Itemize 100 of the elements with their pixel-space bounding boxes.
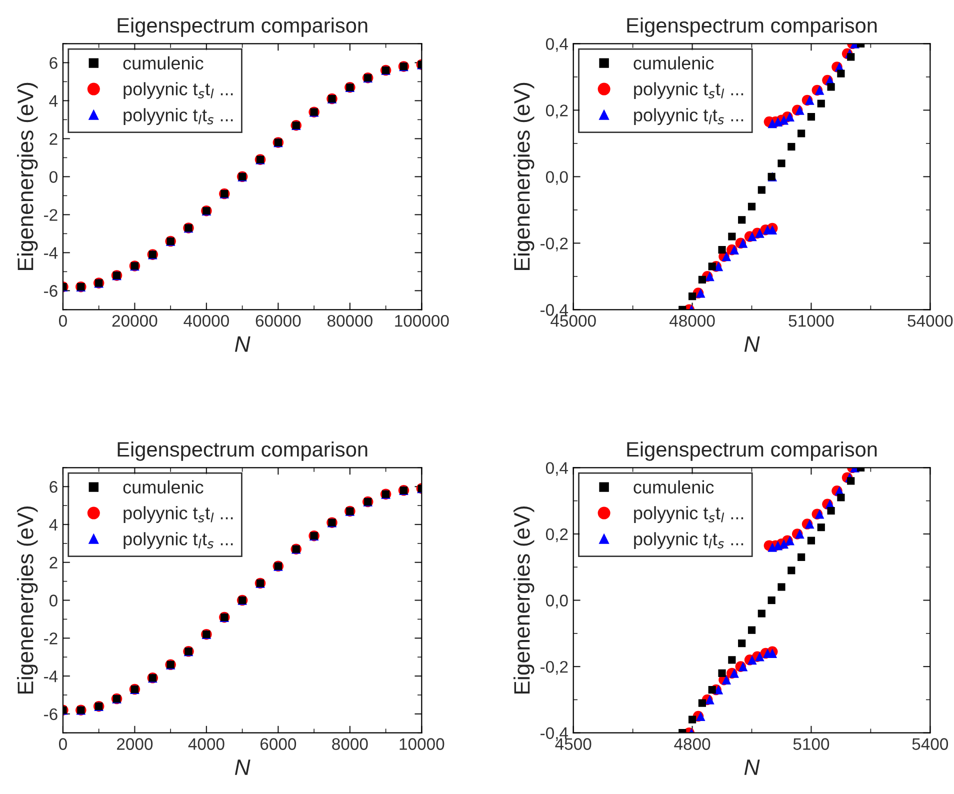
x-axis-title: N bbox=[744, 760, 760, 775]
y-tick-label: -6 bbox=[44, 708, 58, 720]
point bbox=[755, 228, 764, 238]
legend-label: polyynic t$_{s}$t$_{l}$ ... bbox=[124, 82, 233, 99]
y-tick-label: 0,2 bbox=[546, 528, 568, 542]
point bbox=[817, 524, 825, 532]
y-tick-label: 4 bbox=[49, 95, 58, 107]
legend-label: polyynic t$_{s}$t$_{l}$ ... bbox=[124, 506, 233, 523]
y-tick-label: -6 bbox=[44, 285, 58, 297]
y-tick-label: 6 bbox=[50, 481, 58, 493]
point bbox=[748, 202, 756, 210]
point bbox=[795, 106, 804, 115]
x-tick-label: 4800 bbox=[674, 738, 710, 750]
point bbox=[714, 685, 724, 694]
x-tick-label: 10000 bbox=[400, 738, 444, 750]
x-tick-label: 54000 bbox=[908, 314, 953, 327]
point bbox=[788, 566, 796, 574]
chart-title: Eigenspectrum comparison bbox=[118, 17, 368, 37]
point bbox=[705, 695, 714, 704]
y-tick-label: 0 bbox=[49, 171, 58, 183]
point bbox=[804, 519, 814, 529]
y-tick-label: 0,4 bbox=[546, 38, 568, 52]
x-tick-label: 40000 bbox=[184, 314, 229, 327]
x-tick-label: 5400 bbox=[912, 738, 948, 750]
point bbox=[688, 716, 696, 724]
y-axis-title: Eigenenergies (eV) bbox=[514, 506, 534, 694]
y-tick-label: 0,0 bbox=[546, 594, 568, 608]
point bbox=[788, 142, 796, 151]
legend-label: cumulenic bbox=[634, 480, 714, 494]
point bbox=[778, 160, 786, 168]
point bbox=[758, 610, 766, 618]
x-tick-label: 2000 bbox=[117, 738, 153, 750]
point bbox=[785, 112, 794, 122]
x-tick-label: 60000 bbox=[256, 314, 301, 327]
point bbox=[748, 626, 756, 634]
y-tick-label: 0 bbox=[49, 594, 58, 606]
legend-label: polyynic t$_{l}$t$_{s}$ ... bbox=[634, 532, 744, 549]
point bbox=[827, 506, 835, 515]
point bbox=[728, 232, 736, 240]
point bbox=[768, 596, 776, 604]
y-tick-label: 0,4 bbox=[546, 462, 568, 476]
point bbox=[814, 86, 824, 95]
point bbox=[755, 652, 764, 662]
chart-title: Eigenspectrum comparison bbox=[118, 441, 368, 461]
point bbox=[779, 115, 789, 125]
point bbox=[738, 640, 746, 648]
y-tick-label: -0,2 bbox=[540, 238, 568, 252]
point bbox=[718, 246, 726, 254]
y-tick-label: -4 bbox=[44, 247, 58, 259]
legend-label: polyynic t$_{s}$t$_{l}$ ... bbox=[634, 506, 744, 523]
y-tick-label: 6 bbox=[50, 57, 58, 69]
chart-title: Eigenspectrum comparison bbox=[627, 17, 877, 37]
point bbox=[758, 186, 766, 194]
point bbox=[705, 272, 714, 282]
point bbox=[785, 536, 794, 546]
x-tick-label: 0 bbox=[58, 314, 67, 327]
point bbox=[779, 539, 789, 549]
point bbox=[738, 216, 746, 224]
x-tick-label: 80000 bbox=[327, 314, 372, 327]
y-tick-label: 0,2 bbox=[546, 104, 568, 118]
point bbox=[798, 130, 806, 138]
point bbox=[768, 542, 778, 552]
x-tick-label: 51000 bbox=[788, 314, 834, 327]
x-axis-title: N bbox=[744, 336, 760, 352]
point bbox=[738, 238, 748, 248]
y-tick-label: -2 bbox=[44, 632, 58, 644]
point bbox=[798, 553, 806, 561]
point bbox=[698, 699, 706, 707]
point bbox=[778, 583, 786, 591]
y-tick-label: -0,2 bbox=[540, 660, 568, 675]
x-tick-label: 0 bbox=[58, 738, 67, 750]
point bbox=[814, 509, 824, 519]
point bbox=[696, 288, 706, 298]
legend-label: polyynic t$_{s}$t$_{l}$ ... bbox=[634, 82, 744, 99]
legend-label: cumulenic bbox=[123, 480, 204, 494]
point bbox=[708, 262, 716, 270]
y-tick-label: 2 bbox=[50, 133, 58, 145]
y-tick-label: 2 bbox=[50, 556, 58, 568]
legend-label: cumulenic bbox=[634, 56, 714, 70]
point bbox=[722, 252, 732, 262]
legend-label: polyynic t$_{l}$t$_{s}$ ... bbox=[634, 108, 744, 125]
point bbox=[795, 529, 804, 539]
y-tick-label: -4 bbox=[44, 670, 58, 682]
point bbox=[807, 536, 816, 544]
point bbox=[696, 712, 706, 721]
x-axis-title: N bbox=[234, 760, 250, 775]
point bbox=[730, 668, 739, 678]
x-tick-label: 5100 bbox=[793, 738, 830, 750]
point bbox=[747, 232, 757, 242]
y-axis-title: Eigenenergies (eV) bbox=[17, 506, 38, 694]
y-tick-label: 4 bbox=[49, 519, 58, 531]
x-tick-label: 20000 bbox=[112, 314, 158, 327]
point bbox=[837, 70, 845, 78]
x-axis-title: N bbox=[234, 336, 250, 352]
point bbox=[708, 686, 716, 694]
point bbox=[773, 540, 783, 550]
point bbox=[817, 100, 825, 108]
x-tick-label: 6000 bbox=[260, 738, 296, 750]
x-tick-label: 4000 bbox=[188, 738, 224, 750]
point bbox=[698, 276, 706, 284]
